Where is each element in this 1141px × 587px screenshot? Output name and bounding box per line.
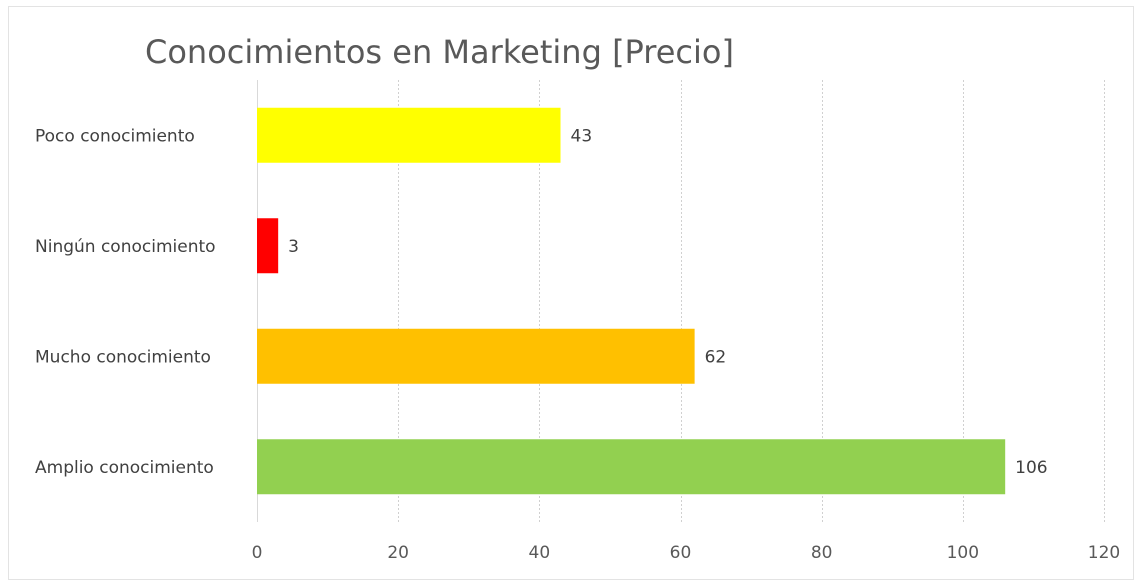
category-label: Amplio conocimiento <box>35 458 214 478</box>
data-label: 3 <box>288 237 299 257</box>
bar-ningún-conocimiento <box>257 218 279 274</box>
bar-amplio-conocimiento <box>257 439 1006 495</box>
x-tick-label-100: 100 <box>947 543 979 563</box>
x-tick-label-60: 60 <box>670 543 692 563</box>
chart-title: Conocimientos en Marketing [Precio] <box>145 33 734 71</box>
x-tick-label-20: 20 <box>387 543 409 563</box>
x-tick-label-40: 40 <box>529 543 551 563</box>
bar-mucho-conocimiento <box>257 328 695 384</box>
data-label: 106 <box>1015 458 1047 478</box>
category-label: Poco conocimiento <box>35 126 195 146</box>
x-tick-label-120: 120 <box>1088 543 1120 563</box>
data-label: 43 <box>571 126 593 146</box>
data-label: 62 <box>705 347 727 367</box>
category-labels: Poco conocimiento Ningún conocimiento Much… <box>35 126 216 478</box>
category-label: Ningún conocimiento <box>35 237 216 257</box>
bar-poco-conocimiento <box>257 107 561 163</box>
x-axis-ticks: 0 20 40 60 80 100 120 <box>252 543 1121 563</box>
x-tick-label-0: 0 <box>252 543 263 563</box>
x-tick-label-80: 80 <box>811 543 833 563</box>
category-label: Mucho conocimiento <box>35 347 211 367</box>
data-labels: 43 3 62 106 <box>288 126 1047 478</box>
bars <box>257 107 1006 495</box>
